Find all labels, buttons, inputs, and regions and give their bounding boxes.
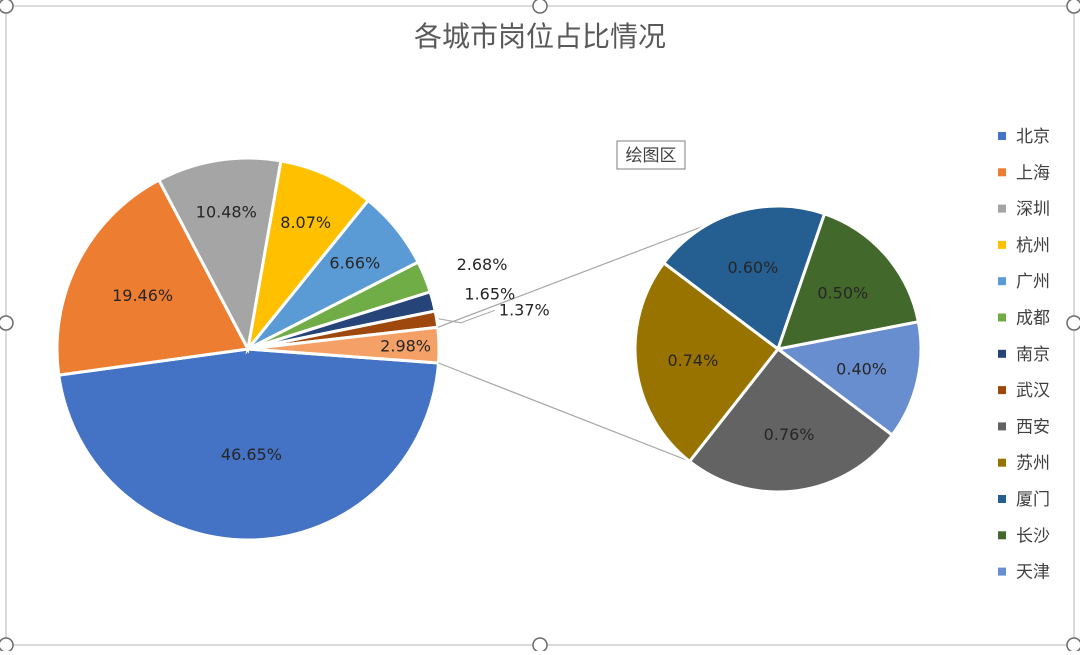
main-pie [55, 156, 441, 542]
legend-label: 天津 [1016, 563, 1050, 583]
data-labels: 46.65% 19.46% 10.48% 8.07% 6.66% 2.68% 1.65%1.… [112, 202, 887, 464]
legend-item-slice-2[interactable]: 深圳 [998, 200, 1050, 220]
legend-item-slice-8[interactable]: 西安 [998, 417, 1050, 437]
resize-handle-7[interactable] [1066, 637, 1080, 653]
legend-label: 武汉 [1016, 381, 1050, 401]
data-label-slice-9: 0.74% [667, 351, 718, 370]
data-label-slice-2: 10.48% [196, 202, 257, 221]
main-pie-other-slice[interactable] [247, 325, 441, 365]
legend-item-slice-0[interactable]: 北京 [998, 127, 1050, 147]
legend-marker [998, 495, 1006, 503]
resize-handle-0[interactable] [0, 0, 14, 14]
legend-label: 南京 [1016, 345, 1050, 365]
data-label-slice-3: 8.07% [280, 213, 331, 232]
data-label-slice-11: 0.50% [817, 284, 868, 303]
legend-item-slice-5[interactable]: 成都 [998, 309, 1050, 329]
secondary-pie-slice-8[interactable] [687, 346, 895, 494]
resize-handle-5[interactable] [0, 637, 14, 653]
legend-marker [998, 313, 1006, 322]
legend-item-slice-11[interactable]: 长沙 [998, 526, 1050, 546]
legend-label: 上海 [1016, 163, 1050, 183]
data-label-slice-7: 1.37% [499, 300, 550, 319]
legend-marker [998, 240, 1006, 249]
legend-item-slice-12[interactable]: 天津 [998, 563, 1050, 583]
data-label-slice-5: 2.68% [457, 255, 508, 274]
main-pie-slice-1[interactable] [55, 178, 251, 377]
legend-label: 长沙 [1016, 526, 1050, 546]
data-label-slice-12: 0.40% [836, 359, 887, 378]
resize-handle-2[interactable] [1066, 0, 1080, 14]
legend-marker [998, 349, 1006, 358]
legend-label: 杭州 [1016, 236, 1050, 256]
legend-marker [998, 132, 1006, 140]
secondary-pie-slice-9[interactable] [633, 260, 781, 464]
data-label-slice-0: 46.65% [221, 445, 282, 464]
legend-marker [998, 277, 1006, 286]
legend-item-slice-3[interactable]: 杭州 [998, 236, 1050, 256]
legend-marker [998, 386, 1006, 395]
plot-area-tooltip: 绘图区 [616, 140, 686, 170]
legend-marker [998, 204, 1006, 213]
data-label-slice-8: 0.76% [764, 425, 815, 444]
legend-label: 广州 [1016, 272, 1050, 292]
leader-line-slice-7 [438, 309, 496, 324]
chart-title: 各城市岗位占比情况 [414, 20, 666, 53]
legend-marker [998, 168, 1006, 177]
legend-label: 深圳 [1016, 200, 1050, 220]
legend-label: 北京 [1016, 127, 1050, 147]
resize-handle-6[interactable] [532, 637, 548, 653]
data-label-slice-4: 6.66% [329, 253, 380, 272]
data-label-slice-10: 0.60% [727, 258, 778, 277]
secondary-pie-slice-11[interactable] [775, 211, 921, 351]
resize-handle-4[interactable] [1066, 315, 1080, 331]
main-pie-slice-2[interactable] [156, 156, 283, 354]
resize-handle-3[interactable] [0, 315, 14, 331]
legend-marker [998, 567, 1006, 576]
secondary-pie [633, 204, 923, 494]
legend-item-slice-10[interactable]: 厦门 [998, 490, 1050, 510]
legend-item-slice-9[interactable]: 苏州 [998, 454, 1050, 474]
legend-item-slice-4[interactable]: 广州 [998, 272, 1050, 292]
main-pie-slice-0[interactable] [57, 347, 441, 542]
legend-label: 成都 [1016, 309, 1050, 329]
secondary-pie-slice-10[interactable] [661, 204, 827, 352]
legend-item-slice-6[interactable]: 南京 [998, 345, 1050, 365]
other-slice-data-label: 2.98% [380, 337, 431, 356]
connector-line-top [437, 209, 747, 328]
secondary-pie-slice-12[interactable] [774, 319, 923, 438]
resize-handle-1[interactable] [532, 0, 548, 14]
legend-item-slice-1[interactable]: 上海 [998, 163, 1050, 183]
data-label-slice-1: 19.46% [112, 286, 173, 305]
main-pie-slice-3[interactable] [245, 159, 371, 355]
plot-area-tooltip-text: 绘图区 [626, 146, 677, 166]
legend-label: 西安 [1016, 417, 1050, 437]
legend-label: 苏州 [1016, 454, 1050, 474]
legend-marker [998, 458, 1006, 467]
legend-item-slice-7[interactable]: 武汉 [998, 381, 1050, 401]
legend-label: 厦门 [1016, 490, 1050, 510]
legend-marker [998, 531, 1006, 540]
data-label-slice-6: 1.65% [464, 284, 515, 303]
legend-marker [998, 422, 1006, 431]
